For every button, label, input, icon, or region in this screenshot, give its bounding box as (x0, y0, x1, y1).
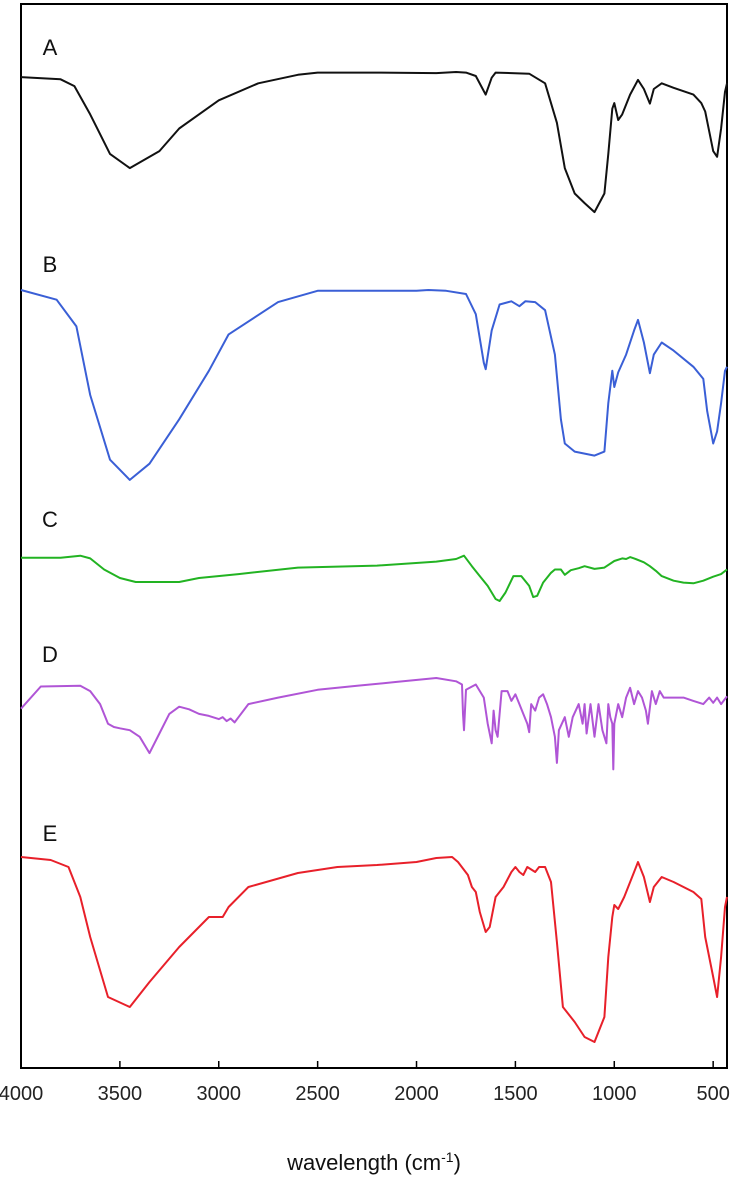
x-axis-title-close: ) (454, 1150, 461, 1175)
x-tick-label: 4000 (0, 1083, 43, 1105)
spectrum-line-b (20, 289, 728, 481)
x-tick-label: 3500 (98, 1083, 143, 1105)
x-axis-title-main: wavelength (cm (286, 1150, 441, 1175)
x-tick-label: 500 (696, 1083, 729, 1105)
x-tick-label: 3000 (197, 1083, 242, 1105)
plot-frame (20, 3, 728, 1069)
x-axis-title: wavelength (cm-1) (286, 1149, 461, 1175)
series-label-a: A (43, 35, 58, 60)
x-axis-title-superscript: -1 (441, 1149, 454, 1165)
x-tick-label: 1000 (592, 1083, 637, 1105)
x-ticks: 4000 3500 3000 2500 2000 1500 1000 500 (0, 1061, 730, 1105)
series-labels: A B C D E (42, 35, 58, 846)
series-label-b: B (43, 252, 58, 277)
spectrum-line-d (20, 677, 728, 771)
spectrum-line-a (20, 71, 728, 214)
x-tick-label: 2000 (394, 1083, 439, 1105)
series-label-c: C (42, 507, 58, 532)
x-tick-label: 2500 (295, 1083, 340, 1105)
series-label-e: E (43, 821, 58, 846)
spectrum-line-c (21, 554, 728, 602)
series-layer (20, 71, 728, 1043)
x-tick-label: 1500 (493, 1083, 538, 1105)
spectrum-line-e (20, 856, 728, 1043)
series-label-d: D (42, 642, 58, 667)
